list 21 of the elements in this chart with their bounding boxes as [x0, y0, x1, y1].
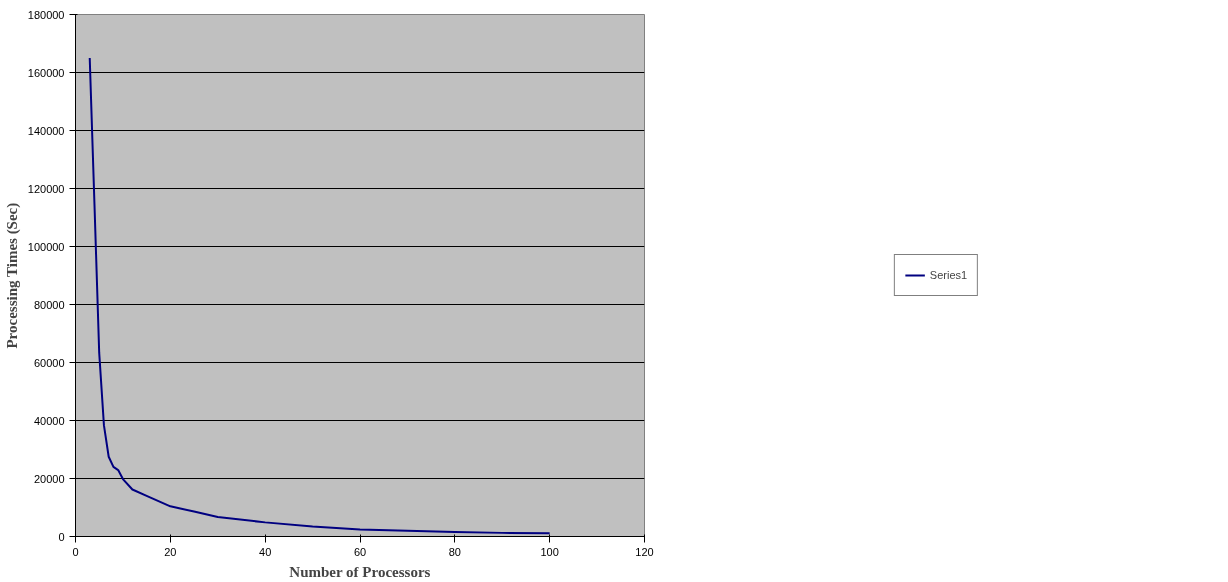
y-axis-title: Processing Times (Sec): [3, 202, 21, 349]
y-tick-label: 0: [58, 530, 65, 543]
line-series: [88, 57, 551, 535]
x-tick-label: 0: [72, 545, 79, 558]
x-tick-label: 100: [540, 545, 559, 558]
x-axis-title: Number of Processors: [289, 563, 431, 580]
y-tick-label: 40000: [33, 414, 65, 427]
y-tick-label: 160000: [27, 66, 65, 79]
y-tick-label: 20000: [33, 472, 65, 485]
x-tick-label: 60: [353, 545, 367, 558]
y-tick-label: 60000: [33, 356, 65, 369]
x-tick-label: 120: [635, 545, 654, 558]
legend-label: Series1: [929, 269, 968, 281]
x-tick-label: 80: [448, 545, 461, 558]
y-tick-label: 140000: [27, 124, 65, 137]
y-tick-label: 180000: [27, 8, 65, 21]
y-tick-label: 80000: [33, 298, 65, 311]
y-tick-label: 120000: [27, 182, 65, 195]
x-tick-label: 40: [259, 545, 272, 558]
y-tick-label: 100000: [27, 240, 65, 253]
x-tick-label: 20: [164, 545, 177, 558]
